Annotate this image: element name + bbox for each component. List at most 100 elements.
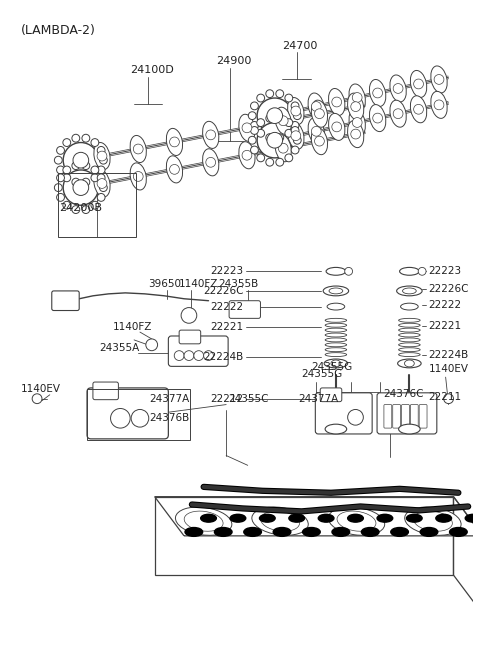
Circle shape (351, 102, 360, 111)
Text: 22224B: 22224B (204, 352, 244, 362)
Ellipse shape (348, 121, 364, 148)
Ellipse shape (328, 507, 384, 535)
Circle shape (257, 98, 292, 134)
Text: 24700: 24700 (282, 41, 317, 51)
Circle shape (169, 137, 180, 147)
Ellipse shape (201, 514, 216, 522)
Circle shape (63, 142, 98, 178)
Ellipse shape (288, 122, 304, 149)
Ellipse shape (252, 507, 308, 535)
Ellipse shape (312, 100, 327, 127)
Circle shape (285, 119, 293, 127)
Circle shape (257, 123, 292, 158)
Ellipse shape (130, 163, 146, 190)
Circle shape (63, 174, 71, 182)
Ellipse shape (410, 70, 427, 97)
Circle shape (194, 351, 204, 360)
Text: 1140FZ: 1140FZ (179, 279, 218, 289)
Circle shape (276, 114, 284, 122)
Circle shape (99, 184, 108, 191)
Circle shape (257, 130, 264, 137)
Text: 22223: 22223 (211, 266, 244, 276)
Circle shape (133, 172, 143, 181)
Ellipse shape (398, 353, 420, 356)
Ellipse shape (325, 323, 347, 327)
FancyBboxPatch shape (229, 301, 261, 318)
Circle shape (57, 166, 64, 174)
Circle shape (352, 117, 362, 127)
Circle shape (414, 105, 423, 114)
Text: 24200B: 24200B (60, 203, 103, 213)
Circle shape (312, 101, 321, 111)
Ellipse shape (328, 113, 345, 140)
Ellipse shape (390, 100, 406, 127)
Ellipse shape (328, 89, 345, 115)
Ellipse shape (403, 288, 416, 294)
FancyBboxPatch shape (402, 405, 409, 428)
Circle shape (276, 90, 284, 97)
Ellipse shape (329, 288, 343, 294)
Circle shape (206, 158, 216, 167)
Circle shape (57, 193, 64, 201)
Ellipse shape (184, 511, 223, 531)
Circle shape (242, 123, 252, 133)
Ellipse shape (405, 360, 414, 367)
Circle shape (72, 205, 80, 213)
Ellipse shape (390, 75, 406, 102)
Circle shape (414, 79, 423, 89)
Ellipse shape (325, 338, 347, 342)
Circle shape (257, 94, 264, 102)
Circle shape (63, 201, 71, 209)
FancyBboxPatch shape (377, 393, 437, 434)
Circle shape (72, 178, 80, 186)
Text: 24355C: 24355C (228, 394, 269, 404)
Ellipse shape (239, 114, 255, 142)
Text: 1140FZ: 1140FZ (112, 322, 152, 332)
Circle shape (434, 100, 444, 110)
Circle shape (82, 162, 90, 170)
Circle shape (332, 122, 342, 132)
Ellipse shape (377, 514, 393, 522)
Text: 1140EV: 1140EV (21, 384, 60, 394)
Circle shape (351, 130, 360, 139)
Ellipse shape (397, 359, 421, 368)
Ellipse shape (398, 348, 420, 352)
Bar (58, 173, 136, 237)
Ellipse shape (312, 127, 327, 155)
Ellipse shape (94, 142, 110, 170)
Ellipse shape (420, 527, 438, 536)
Circle shape (91, 201, 99, 209)
Ellipse shape (167, 156, 182, 183)
Circle shape (345, 268, 352, 275)
Text: 22212: 22212 (211, 394, 244, 404)
Ellipse shape (349, 109, 365, 136)
Circle shape (32, 394, 42, 403)
Ellipse shape (348, 93, 364, 120)
Ellipse shape (370, 79, 386, 107)
Circle shape (73, 180, 89, 195)
Circle shape (169, 164, 180, 174)
Text: 24355G: 24355G (301, 369, 343, 379)
Circle shape (291, 121, 299, 130)
Circle shape (131, 409, 149, 427)
Ellipse shape (398, 323, 420, 327)
Text: 24355B: 24355B (218, 279, 259, 289)
Ellipse shape (327, 303, 345, 310)
FancyBboxPatch shape (315, 393, 372, 434)
Ellipse shape (405, 507, 461, 535)
Circle shape (266, 114, 274, 122)
Text: 24355A: 24355A (99, 343, 139, 353)
Circle shape (242, 150, 252, 160)
Text: 22222: 22222 (211, 301, 244, 311)
FancyBboxPatch shape (179, 330, 201, 344)
FancyBboxPatch shape (52, 291, 79, 311)
Circle shape (291, 146, 299, 154)
Text: 24355G: 24355G (312, 362, 353, 372)
Circle shape (82, 205, 90, 213)
FancyBboxPatch shape (168, 336, 228, 366)
Ellipse shape (325, 353, 347, 356)
Circle shape (181, 307, 197, 323)
Ellipse shape (391, 527, 408, 536)
Ellipse shape (450, 527, 467, 536)
Text: 39650: 39650 (148, 279, 181, 289)
